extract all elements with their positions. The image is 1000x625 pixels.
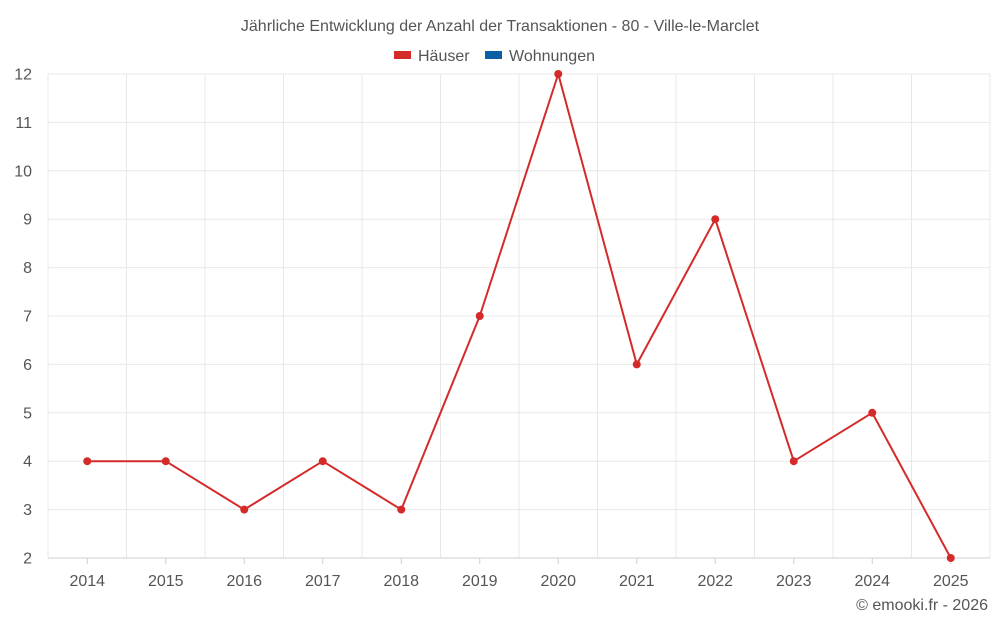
data-point[interactable] [789,457,798,466]
data-point[interactable] [161,457,170,466]
x-tick-label: 2017 [305,573,341,590]
data-point[interactable] [946,554,955,562]
chart-title: Jährliche Entwicklung der Anzahl der Tra… [241,18,760,35]
x-tick-label: 2019 [462,573,498,590]
x-tick-label: 2020 [540,573,576,590]
data-point[interactable] [397,505,406,514]
x-tick-label: 2014 [69,573,105,590]
y-tick-label: 3 [23,502,32,519]
x-tick-label: 2022 [697,573,733,590]
y-tick-label: 9 [23,212,32,229]
data-point[interactable] [475,312,484,320]
y-tick-label: 10 [14,163,32,180]
data-point[interactable] [632,360,641,369]
series-line-0 [87,73,952,559]
axes: 2 3 4 5 6 7 8 9 10 11 12 2014 2015 2016 2017 2018 2019 20… [14,67,990,590]
legend-label-wohnungen: Wohnungen [509,48,595,65]
x-tick-label: 2016 [226,573,262,590]
data-point[interactable] [554,70,563,78]
legend-swatch-haeuser [394,51,411,59]
x-tick-label: 2023 [776,573,812,590]
legend-item-haeuser[interactable]: Häuser [394,48,470,65]
legend-swatch-wohnungen [485,51,502,59]
legend-label-haeuser: Häuser [418,48,470,65]
legend: Häuser Wohnungen [394,48,595,65]
y-tick-label: 5 [23,405,32,422]
data-point[interactable] [711,215,720,224]
y-tick-label: 2 [23,551,32,568]
legend-item-wohnungen[interactable]: Wohnungen [485,48,595,65]
x-tick-label: 2024 [854,573,890,590]
y-tick-label: 8 [23,260,32,277]
data-point[interactable] [318,457,327,466]
y-tick-label: 11 [15,115,32,132]
x-tick-label: 2015 [148,573,184,590]
series-layer [83,70,955,562]
data-point[interactable] [868,408,877,417]
data-point[interactable] [83,457,92,466]
y-tick-label: 7 [23,309,32,326]
x-tick-label: 2025 [933,573,969,590]
x-tick-label: 2021 [619,573,655,590]
y-tick-label: 6 [23,357,32,374]
grid [47,73,991,558]
y-tick-label: 12 [14,67,32,84]
y-tick-label: 4 [23,454,32,471]
credit-text: © emooki.fr - 2026 [856,597,988,614]
data-point[interactable] [240,505,249,514]
x-tick-label: 2018 [383,573,419,590]
